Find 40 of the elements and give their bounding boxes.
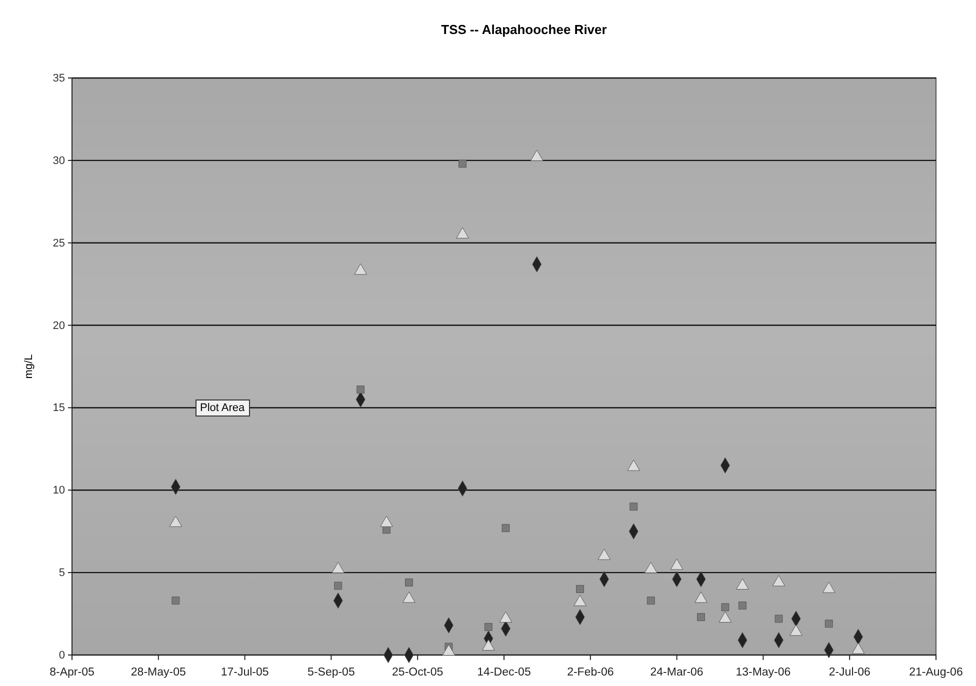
x-tick-label: 28-May-05 [130,666,186,679]
x-tick-label: 25-Oct-05 [392,666,444,679]
point [697,613,705,622]
point [630,502,638,511]
point [354,264,367,275]
annotation: Plot Area [200,402,246,414]
x-tick-label: 17-Jul-05 [220,666,269,679]
point [484,623,492,631]
point [721,603,730,612]
point [774,614,783,623]
x-tick-label: 14-Dec-05 [477,666,531,679]
x-tick-label: 2-Jul-06 [828,666,870,679]
point [576,585,584,594]
y-axis-title: mg/L [23,354,35,379]
point [502,524,510,532]
point [824,620,833,628]
point [405,578,413,586]
point [458,160,466,168]
point [738,602,746,610]
x-tick-label: 5-Sep-05 [308,666,355,679]
point [456,227,469,238]
y-tick-label: 0 [58,650,65,662]
y-tick-label: 20 [52,320,65,332]
x-tick-label: 24-Mar-06 [650,666,704,679]
chart-title: TSS -- Alapahoochee River [441,22,607,37]
x-tick-label: 13-May-06 [736,666,791,679]
point [356,386,365,394]
point [172,596,180,605]
y-tick-label: 15 [52,402,65,414]
y-tick-label: 30 [52,154,65,167]
point [646,596,655,605]
y-tick-label: 5 [58,567,65,580]
y-tick-label: 35 [52,72,65,85]
x-tick-label: 8-Apr-05 [50,666,94,679]
y-tick-label: 25 [52,237,65,250]
point [334,582,342,590]
x-tick-label: 21-Aug-06 [909,666,963,679]
point [530,150,544,161]
y-tick-label: 10 [52,484,65,497]
x-tick-label: 2-Feb-06 [567,666,614,679]
